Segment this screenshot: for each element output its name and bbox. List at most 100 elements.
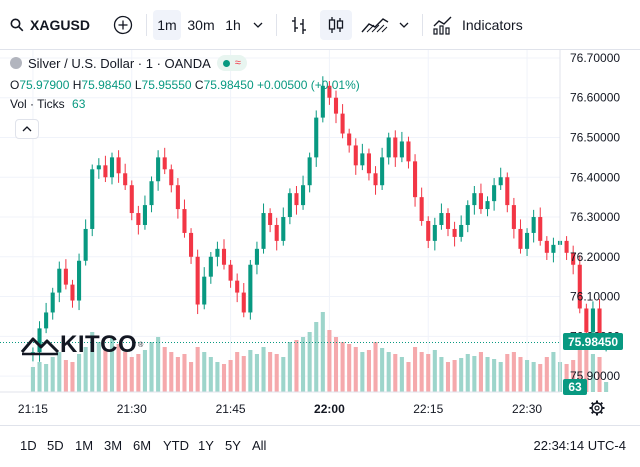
candle-body	[149, 181, 154, 206]
legend-title-row: Silver / U.S. Dollar · 1 · OANDA ≈	[10, 55, 247, 71]
candles-button[interactable]	[320, 10, 352, 40]
volume-bar	[492, 359, 497, 392]
candle-body	[123, 173, 128, 186]
high-value: 75.98450	[81, 78, 132, 92]
range-1m[interactable]: 1M	[75, 438, 94, 453]
range-all[interactable]: All	[252, 438, 267, 453]
chevron-down-icon	[253, 22, 263, 28]
candle-body	[432, 224, 437, 241]
volume-bar	[604, 382, 609, 392]
range-1d[interactable]: 1D	[20, 438, 37, 453]
volume-bar	[287, 342, 292, 392]
interval-1m[interactable]: 1m	[153, 10, 181, 40]
candle-body	[235, 280, 240, 293]
candle-body	[584, 308, 589, 333]
candle-body	[261, 213, 266, 249]
volume-bar	[439, 357, 444, 392]
wave-icon: ≈	[234, 57, 241, 69]
candlestick-icon	[328, 17, 344, 33]
candle-body	[301, 185, 306, 206]
area-chart-icon	[361, 18, 389, 33]
candle-body	[307, 157, 312, 186]
candle-body	[83, 228, 88, 261]
range-5y[interactable]: 5Y	[225, 438, 241, 453]
candle-body	[571, 252, 576, 265]
volume-bar	[327, 330, 332, 392]
candle-body	[268, 213, 273, 225]
candle-body	[182, 209, 187, 233]
price-chart[interactable]: 76.70000 76.60000 76.50000 76.40000 76.30000…	[0, 50, 640, 425]
bar-style-button[interactable]	[284, 10, 314, 40]
candle-body	[445, 213, 451, 229]
open-label: O	[10, 78, 20, 92]
candle-body	[478, 193, 483, 210]
compare-button[interactable]	[108, 10, 138, 40]
interval-1h[interactable]: 1h	[220, 10, 246, 40]
interval-30m[interactable]: 30m	[184, 10, 218, 40]
candle-body	[96, 165, 101, 170]
volume-bar	[103, 350, 108, 392]
volume-bar	[426, 354, 431, 392]
toolbar-divider	[146, 14, 147, 36]
candle-body	[37, 328, 42, 353]
area-style-button[interactable]	[358, 10, 392, 40]
volume-bar	[538, 364, 543, 392]
time-tick-label: 22:30	[512, 402, 542, 416]
volume-bar	[531, 362, 536, 392]
interval-dropdown[interactable]	[248, 10, 268, 40]
clock[interactable]: 22:34:14 UTC-4	[533, 438, 627, 453]
chevron-down-icon	[399, 22, 409, 28]
range-5d[interactable]: 5D	[47, 438, 64, 453]
volume-bar	[261, 347, 266, 392]
indicators-button[interactable]: Indicators	[432, 10, 528, 40]
volume-bar	[83, 347, 88, 392]
volume-bar	[333, 337, 339, 392]
candle-body	[498, 177, 503, 186]
range-6m[interactable]: 6M	[133, 438, 152, 453]
range-ytd[interactable]: YTD	[163, 438, 189, 453]
toolbar-divider	[422, 14, 423, 36]
candle-body	[333, 97, 339, 114]
volume-bar	[584, 342, 589, 392]
candle-body	[406, 141, 411, 162]
price-tick-label: 76.10000	[570, 290, 620, 304]
range-1y[interactable]: 1Y	[198, 438, 214, 453]
volume-bar	[109, 337, 115, 392]
last-price-badge: 75.98450	[563, 333, 623, 350]
volume-bar	[419, 352, 424, 392]
candle-body	[103, 165, 108, 178]
candle-body	[439, 213, 444, 225]
price-tick-label: 76.30000	[570, 210, 620, 224]
range-3m[interactable]: 3M	[104, 438, 123, 453]
interval-label: 30m	[187, 17, 215, 33]
volume-bar	[525, 360, 530, 392]
collapse-legend-button[interactable]	[15, 119, 39, 139]
candle-body	[294, 193, 299, 206]
volume-legend: Vol · Ticks 63	[10, 97, 85, 111]
volume-bar	[281, 357, 286, 392]
volume-label: Vol · Ticks	[10, 97, 65, 111]
price-axis[interactable]: 76.70000 76.60000 76.50000 76.40000 76.30000…	[570, 51, 620, 383]
candle-body	[577, 264, 582, 309]
candle-body	[77, 260, 82, 301]
candle-body	[551, 244, 556, 253]
volume-bar	[37, 362, 42, 392]
chart-type-dropdown[interactable]	[394, 10, 414, 40]
market-open-dot-icon	[222, 59, 230, 67]
candle-body	[90, 169, 95, 229]
time-axis[interactable]: 21:15 21:30 21:45 22:00 22:15 22:30	[18, 402, 542, 416]
volume-bar	[162, 347, 167, 392]
volume-bar	[189, 362, 194, 392]
candle-body	[287, 193, 292, 218]
volume-bar	[472, 356, 477, 392]
candle-body	[538, 217, 543, 241]
candle-body	[274, 224, 279, 241]
volume-bar	[380, 348, 385, 392]
volume-bar	[123, 352, 128, 392]
volume-bar	[590, 354, 595, 392]
market-status-badge[interactable]: ≈	[216, 55, 247, 71]
symbol-search[interactable]: XAGUSD	[10, 10, 90, 40]
settings-gear-icon[interactable]	[589, 400, 605, 416]
volume-bar	[386, 352, 391, 392]
candle-body	[518, 228, 523, 249]
